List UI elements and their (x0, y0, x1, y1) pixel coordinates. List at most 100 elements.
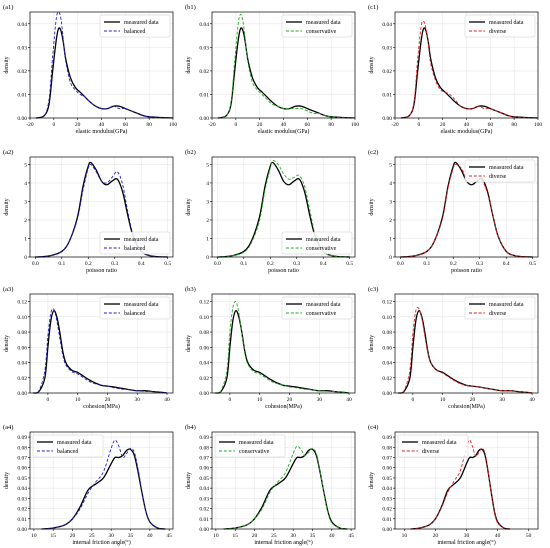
chart-panel: -20 0 20 40 60 80 100 0.00 0.01 0.02 0.03 0.04 elast… (185, 4, 359, 135)
y-tick-label: 0.04 (17, 22, 27, 28)
legend-label: conservative (239, 449, 270, 455)
series-line (41, 448, 166, 530)
y-tick-label: 0.08 (382, 330, 392, 336)
y-tick-label: 0.03 (199, 45, 209, 51)
y-tick-label: 0.02 (17, 69, 27, 75)
legend-box (464, 296, 536, 320)
x-tick-label: 20 (470, 397, 476, 403)
x-tick-label: 0.1 (240, 261, 247, 267)
y-tick-label: 2 (206, 218, 209, 224)
panel-label: (b3) (185, 286, 196, 293)
legend-label: balanced (124, 246, 145, 252)
y-tick-label: 5 (24, 162, 27, 168)
y-tick-label: 0.06 (382, 466, 392, 472)
x-tick-label: 0.3 (293, 261, 300, 267)
legend-label: measured data (124, 237, 159, 243)
legend-label: measured data (306, 302, 341, 308)
x-tick-label: 0.5 (346, 261, 353, 267)
x-tick-label: 10 (402, 533, 408, 539)
legend-label: conservative (306, 246, 337, 252)
y-tick-label: 3 (389, 199, 392, 205)
x-tick-label: 0.0 (397, 261, 404, 267)
x-tick-label: 20 (75, 122, 81, 128)
y-tick-label: 0.03 (17, 496, 27, 502)
x-axis-label: elastic modulus(GPa) (441, 128, 493, 135)
x-tick-label: 35 (128, 533, 134, 539)
x-tick-label: 0 (417, 122, 420, 128)
y-tick-label: 4 (24, 181, 27, 187)
legend-box (464, 159, 536, 183)
y-tick-label: 0.01 (17, 92, 27, 98)
x-tick-label: 20 (287, 397, 293, 403)
x-tick-label: 30 (290, 533, 296, 539)
y-tick-label: 0.04 (199, 361, 209, 367)
series-line (32, 310, 168, 394)
y-tick-label: 0.01 (382, 517, 392, 523)
x-tick-label: 20 (257, 122, 263, 128)
y-tick-label: 5 (206, 162, 209, 168)
y-tick-label: 0.00 (17, 527, 27, 533)
legend-label: conservative (306, 29, 337, 35)
legend-label: measured data (489, 302, 524, 308)
y-tick-label: 0.02 (17, 376, 27, 382)
y-tick-label: 0 (24, 255, 27, 261)
panel-label: (b4) (185, 424, 196, 431)
axes-frame (211, 293, 356, 394)
series-line (214, 310, 350, 394)
chart-panel: 0 10 20 30 40 0.00 0.02 0.04 0.06 0.08 0.10 0.12 coh… (185, 286, 356, 410)
x-tick-label: 0.0 (214, 261, 221, 267)
x-tick-label: 60 (305, 122, 311, 128)
x-tick-label: 0 (47, 397, 50, 403)
y-tick-label: 0.10 (17, 315, 27, 321)
x-tick-label: 80 (511, 122, 517, 128)
series-line (32, 308, 168, 394)
y-tick-label: 0.02 (382, 376, 392, 382)
series-line (410, 439, 511, 530)
panel-label: (c3) (368, 286, 378, 293)
x-tick-label: 40 (99, 122, 105, 128)
y-tick-label: 0.02 (382, 507, 392, 513)
x-tick-label: 0.1 (58, 261, 65, 267)
series-line (35, 163, 168, 258)
y-tick-label: 0.08 (382, 445, 392, 451)
x-tick-label: 0.2 (267, 261, 274, 267)
x-tick-label: 40 (164, 397, 170, 403)
axes-frame (211, 156, 356, 258)
y-axis-label: density (186, 198, 192, 215)
legend: measured data diverse (397, 434, 469, 458)
y-tick-label: 0.12 (17, 300, 27, 306)
panel-label: (c4) (368, 424, 378, 431)
y-tick-label: 0.01 (199, 517, 209, 523)
y-tick-label: 0.03 (382, 496, 392, 502)
x-tick-label: 0.3 (476, 261, 483, 267)
y-tick-label: 0.02 (17, 507, 27, 513)
x-tick-label: 0.4 (503, 261, 510, 267)
y-tick-label: 5 (389, 162, 392, 168)
x-axis-label: internal friction angle(°) (437, 539, 495, 546)
axes-frame (394, 293, 539, 394)
chart-panel: 0.0 0.1 0.2 0.3 0.4 0.5 0 1 2 3 4 5 poisson ratio den… (185, 149, 356, 274)
y-tick-label: 0.00 (382, 527, 392, 533)
y-tick-label: 1 (389, 236, 392, 242)
x-tick-label: 20 (440, 122, 446, 128)
legend-label: diverse (422, 449, 440, 455)
y-tick-label: 0.10 (199, 315, 209, 321)
y-tick-label: 4 (206, 181, 209, 187)
x-tick-label: -20 (208, 122, 216, 128)
series-line (35, 11, 174, 119)
x-tick-label: 60 (488, 122, 494, 128)
y-tick-label: 0.08 (17, 445, 27, 451)
x-tick-label: 45 (166, 533, 172, 539)
y-tick-label: 0.08 (17, 330, 27, 336)
legend: measured data balanced (32, 434, 104, 458)
x-tick-label: 20 (70, 533, 76, 539)
y-tick-label: 0.08 (199, 330, 209, 336)
y-axis-label: density (369, 472, 375, 489)
series-line (217, 13, 356, 119)
x-tick-label: 30 (108, 533, 114, 539)
y-tick-label: 0.03 (382, 45, 392, 51)
x-tick-label: -20 (26, 122, 34, 128)
x-tick-label: 80 (328, 122, 334, 128)
x-axis-label: cohesion(MPa) (83, 403, 120, 410)
x-axis-label: cohesion(MPa) (448, 403, 485, 410)
